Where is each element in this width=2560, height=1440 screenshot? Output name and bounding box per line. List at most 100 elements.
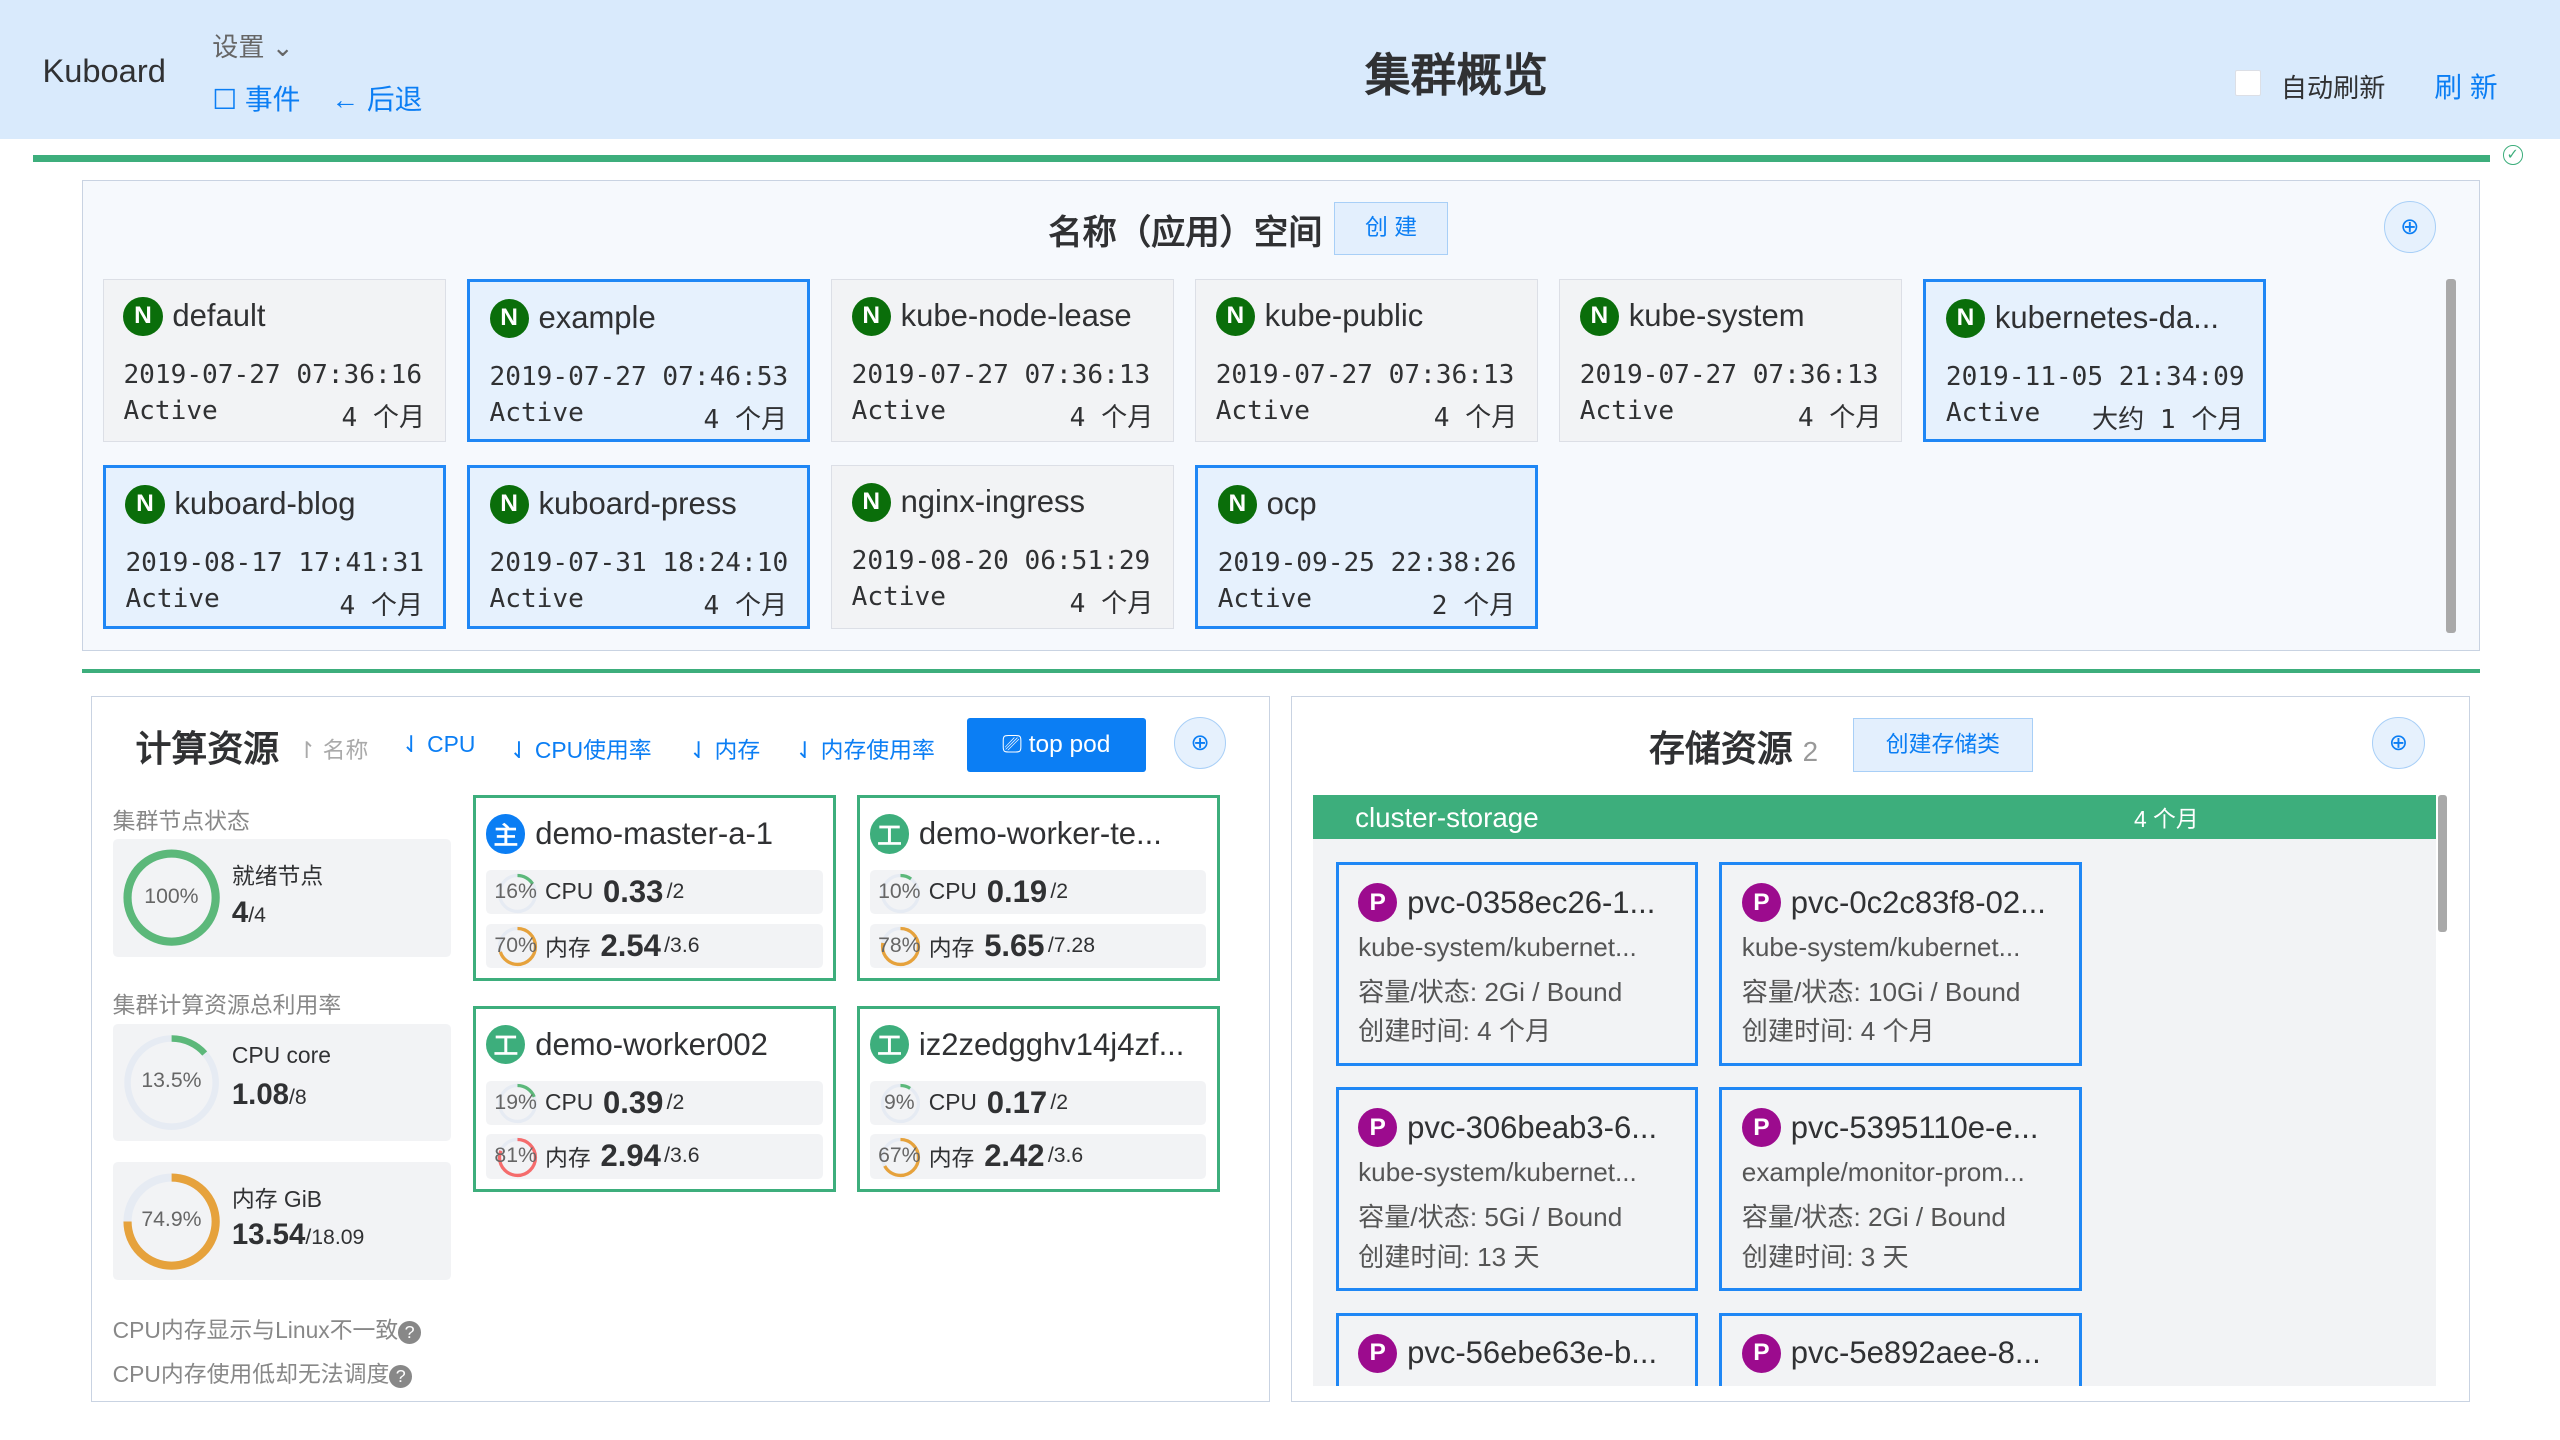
worker-node-icon: 工 — [869, 1025, 910, 1065]
pvc-badge-icon: P — [1358, 1108, 1398, 1148]
help-note-scheduling[interactable]: CPU内存使用低却无法调度? — [113, 1355, 413, 1389]
cpu-usage-card: 13.5% CPU core 1.08/8 — [112, 1023, 451, 1142]
namespace-name-text: kubernetes-da... — [1994, 300, 2219, 336]
cpu-used: 0.39 — [603, 1084, 664, 1120]
namespace-status: Active — [489, 398, 584, 429]
memory-total: /3.6 — [664, 1144, 700, 1168]
node-cpu: 16% CPU 0.33/2 — [486, 869, 823, 915]
events-link[interactable]: ☐ 事件 — [212, 77, 300, 117]
node-card[interactable]: 主 demo-master-a-1 16% CPU 0.33/2 70% 内存 2.54/… — [473, 795, 836, 982]
compute-zoom-button[interactable]: ⊕ — [1173, 716, 1227, 769]
storage-class-header[interactable]: cluster-storage 4 个月 — [1312, 795, 2436, 840]
cpu-used: 0.33 — [603, 873, 664, 909]
cpu-word: CPU — [928, 1089, 977, 1116]
node-card[interactable]: 工 iz2zedgghv14j4zf... 9% CPU 0.17/2 67% 内存 2.… — [857, 1005, 1220, 1192]
namespace-created: 2019-07-27 07:36:13 — [1215, 360, 1515, 391]
memory-percent: 67% — [878, 1144, 921, 1168]
namespace-name-text: nginx-ingress — [900, 484, 1086, 520]
pvc-capacity: 容量/状态: 2Gi / Bound — [1358, 977, 1623, 1008]
create-namespace-button[interactable]: 创 建 — [1333, 202, 1449, 255]
pvc-capacity: 容量/状态: 5Gi / Bound — [1358, 1202, 1623, 1233]
node-card[interactable]: 工 demo-worker002 19% CPU 0.39/2 81% 内存 2.94/3… — [473, 1005, 836, 1192]
master-node-icon: 主 — [486, 814, 526, 854]
cpu-value: 1.08 — [231, 1077, 290, 1111]
usage-ring — [881, 873, 921, 913]
storage-zoom-button[interactable]: ⊕ — [2372, 716, 2425, 769]
node-card[interactable]: 工 demo-worker-te... 10% CPU 0.19/2 78% 内存 5.6… — [857, 795, 1220, 982]
cpu-percent: 13.5% — [141, 1069, 202, 1093]
cpu-total: /2 — [666, 1090, 685, 1114]
create-storage-class-button[interactable]: 创建存储类 — [1853, 718, 2033, 773]
ready-nodes-card: 100% 就绪节点 4/4 — [112, 839, 451, 957]
sort-by-memory-usage[interactable]: ⇃ 内存使用率 — [795, 737, 935, 764]
zoom-in-button[interactable]: ⊕ — [2383, 200, 2436, 254]
sort-by-cpu-usage[interactable]: ⇃ CPU使用率 — [509, 737, 652, 764]
cpu-word: CPU — [928, 878, 977, 905]
back-link[interactable]: ← 后退 — [331, 77, 422, 117]
namespace-created: 2019-07-27 07:36:13 — [1579, 360, 1879, 391]
zoom-in-icon: ⊕ — [1190, 729, 1210, 756]
namespace-badge-icon: N — [125, 484, 165, 524]
pvc-name-text: pvc-0c2c83f8-02... — [1790, 884, 2046, 920]
sort-by-memory[interactable]: ⇃ 内存 — [689, 737, 761, 764]
zoom-in-icon: ⊕ — [2388, 729, 2408, 756]
node-name-text: demo-master-a-1 — [535, 816, 774, 851]
pvc-name-text: pvc-306beab3-6... — [1407, 1109, 1658, 1145]
namespace-age: 4 个月 — [1069, 403, 1154, 434]
progress-bar — [32, 155, 2490, 162]
namespace-created: 2019-07-27 07:36:16 — [123, 360, 423, 391]
top-pod-button[interactable]: ⎚ top pod — [966, 718, 1147, 773]
help-note-cpu-memory[interactable]: CPU内存显示与Linux不一致? — [113, 1311, 422, 1345]
ready-label: 就绪节点 — [231, 863, 324, 890]
namespace-status: Active — [1945, 398, 2041, 429]
pvc-name-text: pvc-0358ec26-1... — [1407, 884, 1656, 920]
node-cpu: 10% CPU 0.19/2 — [869, 869, 1207, 915]
settings-menu[interactable]: 设置 ⌄ — [212, 26, 293, 64]
namespace-scrollbar[interactable] — [2445, 279, 2456, 634]
pvc-badge-icon: P — [1358, 883, 1398, 923]
storage-scrollbar[interactable] — [2437, 795, 2448, 933]
namespace-badge-icon: N — [1945, 298, 1986, 338]
sort-by-cpu[interactable]: ⇃ CPU — [401, 731, 476, 758]
usage-ring — [497, 1084, 537, 1124]
pvc-badge-icon: P — [1358, 1333, 1398, 1373]
namespace-badge-icon: N — [1579, 296, 1619, 336]
namespace-created: 2019-08-20 06:51:29 — [851, 546, 1151, 577]
namespace-name-text: ocp — [1266, 486, 1317, 522]
memory-percent: 70% — [494, 933, 537, 957]
namespace-created: 2019-08-17 17:41:31 — [125, 548, 425, 579]
memory-total: /3.6 — [1047, 1144, 1084, 1168]
refresh-button[interactable]: 刷 新 — [2434, 72, 2498, 104]
worker-node-icon: 工 — [486, 1025, 526, 1065]
namespace-status: Active — [123, 396, 218, 427]
memory-used: 2.54 — [600, 927, 661, 963]
auto-refresh-checkbox[interactable] — [2235, 70, 2262, 97]
namespace-status: Active — [851, 582, 946, 613]
events-label: 事件 — [244, 83, 301, 115]
node-memory: 78% 内存 5.65/7.28 — [869, 923, 1207, 968]
node-name-text: demo-worker-te... — [918, 816, 1162, 851]
memory-label: 内存 GiB — [231, 1186, 323, 1213]
sort-by-name[interactable]: ↾ 名称 — [297, 737, 369, 764]
